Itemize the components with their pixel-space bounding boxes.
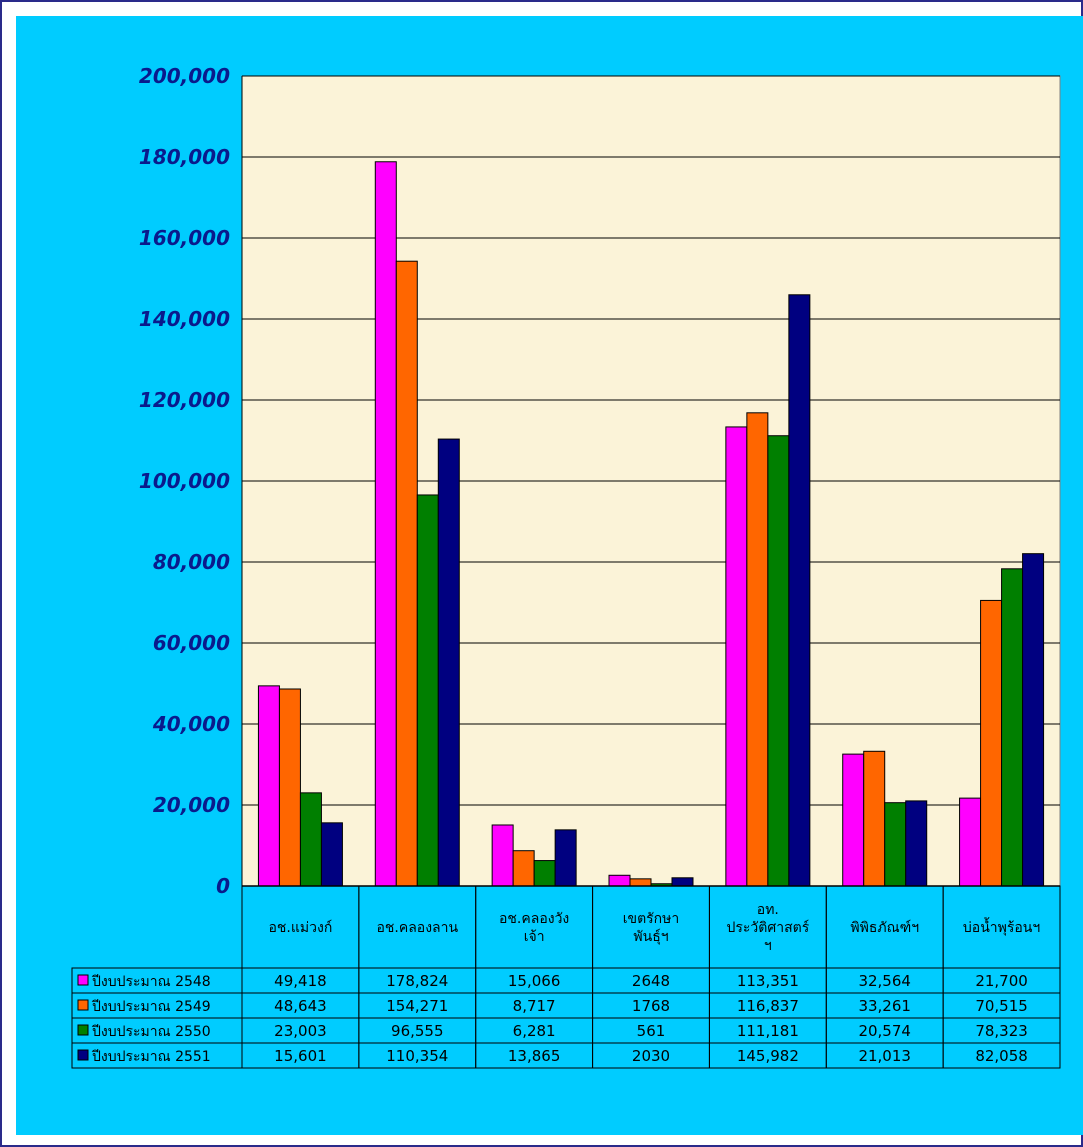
bar [374,161,397,887]
bar [491,824,514,887]
bar [980,599,1003,887]
legend-swatch [77,974,89,986]
data-label: 178,824 [386,972,448,990]
y-tick-label: 120,000 [139,388,230,412]
bar [278,688,301,887]
legend-swatch [77,1049,89,1061]
bar [884,802,907,887]
bar [905,800,928,887]
category-label: พิพิธภัณฑ์ฯ [850,919,919,936]
y-tick-label: 100,000 [139,469,230,493]
table-cell [942,1042,1061,1069]
data-label: 78,323 [975,1022,1028,1040]
data-label: 96,555 [391,1022,444,1040]
y-tick-label: 200,000 [139,64,230,88]
category-label: เขตรักษา [623,911,680,927]
bar [959,797,982,887]
data-label: 48,643 [274,997,327,1015]
bar-chart: 0 20,000 40,000 60,000 80,000 100,000 120,000 1… [71,64,1061,1069]
data-label: 145,982 [737,1047,799,1065]
category-label: อช.แม่วงก์ [269,919,333,936]
table-header-cell [475,885,594,969]
y-tick-label: 140,000 [139,307,230,331]
bar [395,260,418,887]
legend-label: ปีงบประมาณ 2551 [92,1049,211,1065]
data-label: 113,351 [737,972,799,990]
data-label: 33,261 [858,997,911,1015]
y-tick-label: 60,000 [153,631,230,655]
bar [437,438,460,887]
category-label: อช.คลองลาน [377,920,459,936]
bar [512,850,535,887]
data-label: 20,574 [858,1022,911,1040]
bar [788,294,811,887]
y-tick-label: 20,000 [153,793,230,817]
bar [1001,568,1024,887]
data-label: 49,418 [274,972,327,990]
data-label: 13,865 [508,1047,561,1065]
data-label: 2030 [632,1047,670,1065]
bar [1022,553,1045,887]
category-label: ประวัติศาสตร์ [726,919,809,936]
data-label: 70,515 [975,997,1028,1015]
data-label: 110,354 [386,1047,448,1065]
bar [608,874,631,887]
legend-label: ปีงบประมาณ 2549 [92,999,211,1015]
chart-panel: 0 20,000 40,000 60,000 80,000 100,000 120,000 1… [16,16,1083,1135]
y-tick-label: 40,000 [152,712,230,736]
bar [767,435,790,887]
bar [299,792,322,887]
bar [257,685,280,887]
legend-label: ปีงบประมาณ 2550 [92,1024,211,1040]
bar [416,494,439,887]
category-label: อท. [757,902,779,918]
y-tick-label: 180,000 [139,145,230,169]
bar [554,829,577,887]
data-label: 111,181 [737,1022,799,1040]
category-label: อช.คลองวัง [499,911,569,927]
data-label: 15,601 [274,1047,327,1065]
bar [320,822,343,887]
bar [863,750,886,887]
legend-swatch [77,1024,89,1036]
data-label: 23,003 [274,1022,327,1040]
bar [533,860,556,887]
category-label: ฯ [764,938,772,954]
category-label: บ่อน้ำพุร้อนฯ [963,917,1040,936]
data-label: 154,271 [386,997,448,1015]
legend-label: ปีงบประมาณ 2548 [92,974,211,990]
bar [725,426,748,887]
data-label: 116,837 [737,997,799,1015]
bar [842,753,865,887]
y-tick-label: 0 [216,874,230,898]
bar [671,877,694,887]
y-tick-label: 80,000 [153,550,230,574]
data-label: 1768 [632,997,670,1015]
data-label: 21,700 [975,972,1028,990]
bar [746,412,769,887]
data-label: 15,066 [508,972,561,990]
data-label: 82,058 [975,1047,1028,1065]
data-label: 561 [637,1022,666,1040]
y-tick-label: 160,000 [139,226,230,250]
legend-swatch [77,999,89,1011]
table-header-cell [592,885,710,969]
data-label: 32,564 [858,972,911,990]
data-label: 8,717 [513,997,556,1015]
data-label: 21,013 [858,1047,911,1065]
data-label: 2648 [632,972,670,990]
category-label: เจ้า [524,929,545,945]
bar [629,878,652,887]
category-label: พันธุ์ฯ [633,928,668,945]
data-label: 6,281 [513,1022,556,1040]
